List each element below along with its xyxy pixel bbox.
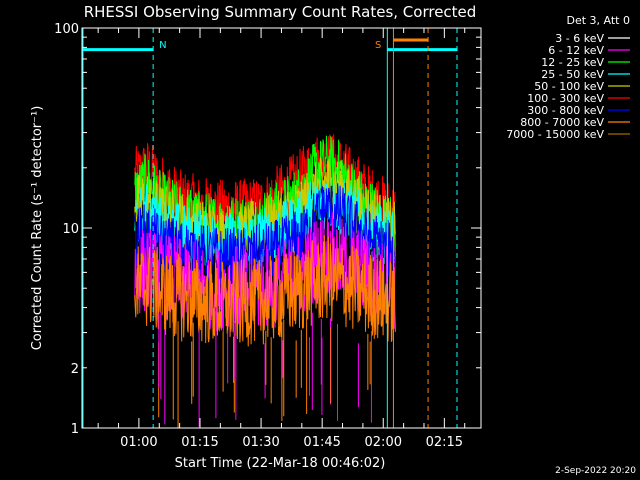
annotation-label: S [375, 40, 381, 51]
x-axis-label: Start Time (22-Mar-18 00:46:02) [175, 456, 386, 471]
legend-label: 300 - 800 keV [527, 104, 604, 117]
y-tick-label: 1 [71, 422, 79, 437]
series-line [134, 183, 396, 287]
axes: 1 10 100 2 01:00 01:15 01:30 01:45 02:00 02:15 [54, 22, 481, 450]
legend-label: 7000 - 15000 keV [506, 128, 604, 141]
legend-label: 12 - 25 keV [541, 56, 604, 69]
series-line [134, 177, 396, 272]
x-tick-label: 01:30 [242, 435, 279, 450]
x-tick-label: 02:00 [365, 435, 402, 450]
y-tick-label: 100 [54, 22, 79, 37]
legend-label: 3 - 6 keV [555, 32, 604, 45]
y-axis-label: Corrected Count Rate (s⁻¹ detector⁻¹) [30, 106, 45, 351]
x-tick-label: 01:45 [303, 435, 340, 450]
legend-label: 800 - 7000 keV [520, 116, 604, 129]
x-tick-label: 01:15 [181, 435, 218, 450]
y-tick-label: 2 [71, 362, 79, 377]
legend-label: 6 - 12 keV [548, 44, 604, 57]
chart-title: RHESSI Observing Summary Count Rates, Co… [84, 3, 477, 21]
legend-label: 25 - 50 keV [541, 68, 604, 81]
x-tick-label: 02:15 [426, 435, 463, 450]
timestamp: 2-Sep-2022 20:20 [555, 466, 636, 476]
annotation-label: N [159, 40, 166, 51]
legend-label: 100 - 300 keV [527, 92, 604, 105]
legend-label: 50 - 100 keV [534, 80, 604, 93]
y-tick-label: 10 [62, 222, 79, 237]
legend-header: Det 3, Att 0 [567, 14, 631, 27]
series-line [134, 235, 396, 347]
x-tick-label: 01:00 [120, 435, 157, 450]
